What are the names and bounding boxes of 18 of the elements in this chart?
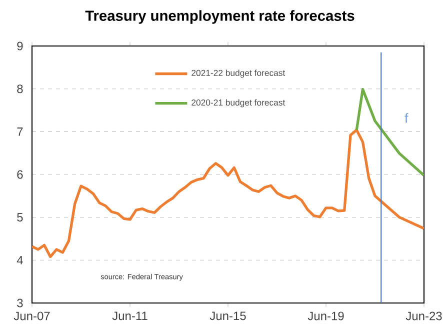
- y-tick-label: 8: [17, 84, 23, 94]
- legend-label: 2021-22 budget forecast: [192, 70, 286, 78]
- y-tick-label: 7: [17, 128, 23, 136]
- y-tick-label: 6: [17, 170, 23, 179]
- y-tick-label: 5: [17, 213, 23, 222]
- y-tick-label: 4: [16, 256, 23, 264]
- x-tick-label: Jun-15: [210, 312, 246, 320]
- chart-title: Treasury unemployment rate forecasts: [85, 10, 354, 24]
- annotation: f: [404, 113, 408, 123]
- y-tick-label: 9: [17, 42, 23, 50]
- x-tick-label: Jun-07: [14, 312, 50, 320]
- line-series: [32, 128, 424, 258]
- x-tick-label: Jun-11: [112, 312, 148, 320]
- y-tick-label: 3: [17, 298, 23, 308]
- legend-label: 2020-21 budget forecast: [192, 99, 286, 108]
- line-series: [355, 88, 424, 177]
- x-tick-label: Jun-19: [308, 312, 344, 320]
- x-tick-label: Jun-23: [406, 312, 442, 320]
